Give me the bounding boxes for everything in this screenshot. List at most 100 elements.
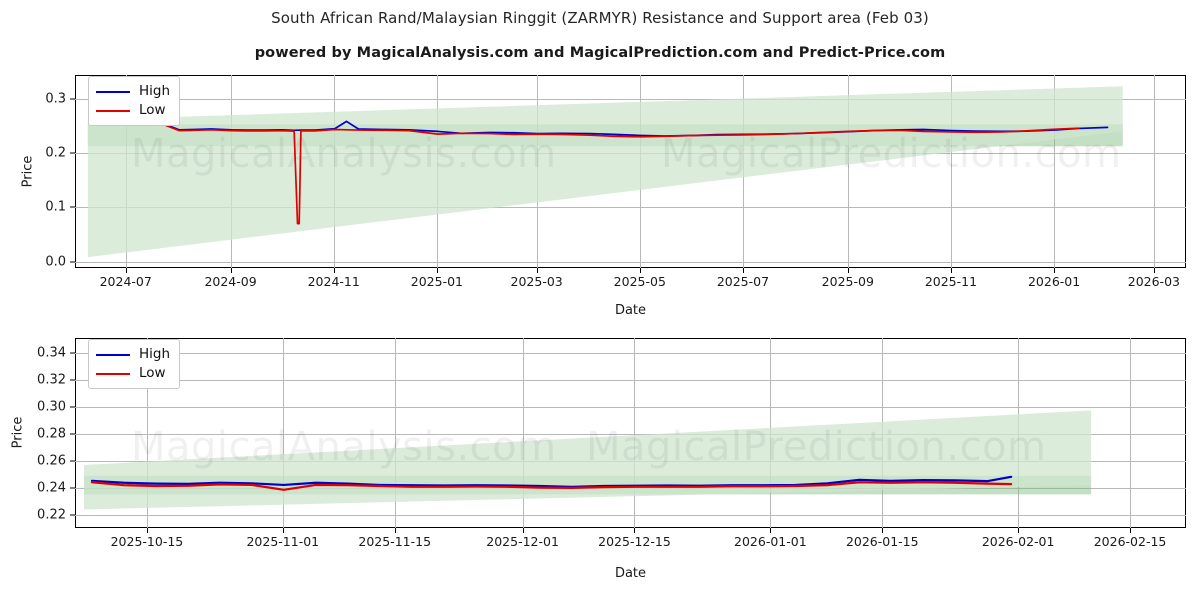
legend-label-high-zoom: High [139,345,171,362]
zoom-legend[interactable]: High Low [88,339,181,389]
overview-x-axis-label: Date [614,303,647,318]
y-tick-mark [70,460,75,462]
x-tick-label: 2026-01-01 [734,534,807,549]
legend-label-low-zoom: Low [139,364,166,381]
gridline-horizontal [75,99,1186,101]
y-tick-mark [70,352,75,354]
x-tick-mark [394,528,396,533]
y-tick-mark [70,261,75,262]
x-tick-mark [1130,528,1132,533]
zoom-plot-area: MagicalAnalysis.com MagicalPrediction.co… [75,338,1186,528]
zoom-x-axis-label: Date [614,566,647,581]
x-tick-mark [882,528,884,533]
legend-item-high[interactable]: High [96,82,170,101]
overview-legend[interactable]: High Low [88,76,181,126]
zoom-series-layer [90,475,1013,491]
x-tick-label: 2024-09 [204,274,257,289]
legend-item-low[interactable]: Low [96,101,170,120]
y-tick-mark [70,98,75,100]
y-tick-mark [70,152,75,154]
x-tick-mark [1054,268,1056,273]
x-tick-label: 2025-12-15 [598,534,671,549]
gridline-vertical [634,338,636,528]
x-tick-label: 2024-11 [307,274,360,289]
legend-line-low-icon [96,372,130,375]
legend-item-high-zoom[interactable]: High [96,345,170,364]
x-tick-mark [770,528,772,533]
overview-chart-panel: MagicalAnalysis.com MagicalPrediction.co… [45,75,1186,289]
x-tick-label: 2025-07 [716,274,770,289]
x-tick-mark [282,528,284,533]
series-line-high [90,475,1013,488]
gridline-vertical [146,338,148,528]
gridline-horizontal [75,407,1186,409]
overview-y-axis-label: Price [20,155,36,188]
y-tick-label: 0.28 [37,426,66,442]
series-line-low [90,120,1080,225]
y-tick-mark [70,379,75,381]
x-tick-mark [639,268,641,273]
x-tick-mark [1018,528,1020,533]
x-tick-mark [522,528,524,533]
gridline-vertical [1054,75,1056,268]
zoom-y-axis-label: Price [10,416,26,449]
overview-series-layer [90,119,1109,225]
legend-label-high: High [139,82,171,99]
y-tick-label: 0.30 [37,399,66,415]
gridline-vertical [950,75,952,268]
x-tick-mark [847,268,849,273]
y-tick-label: 0.22 [37,507,66,523]
y-tick-label: 0.26 [37,453,66,469]
gridline-horizontal [75,515,1186,517]
y-tick-mark [70,406,75,408]
x-tick-mark [536,268,538,273]
y-tick-label: 0.1 [45,199,66,215]
x-tick-label: 2025-11-01 [246,534,320,549]
x-tick-mark [146,528,148,533]
x-tick-mark [634,528,636,533]
x-tick-mark [333,268,335,273]
gridline-horizontal [75,380,1186,382]
x-tick-mark [1153,268,1155,273]
y-tick-mark [70,487,75,489]
x-tick-label: 2025-05 [613,274,666,289]
x-tick-mark [125,268,127,273]
series-line-high [90,119,1109,137]
x-tick-label: 2026-03 [1127,274,1180,289]
y-tick-mark [70,206,75,208]
y-tick-label: 0.2 [45,145,66,161]
y-tick-label: 0.32 [37,372,66,388]
x-tick-label: 2026-01 [1027,274,1081,289]
x-tick-label: 2026-01-15 [845,534,919,549]
x-tick-label: 2025-12-01 [486,534,559,549]
x-tick-label: 2025-09 [821,274,874,289]
legend-line-high-icon [96,90,130,93]
gridline-horizontal [75,353,1186,355]
x-tick-label: 2024-07 [99,274,152,289]
overview-plot-area: MagicalAnalysis.com MagicalPrediction.co… [75,75,1186,268]
y-tick-label: 0.0 [45,254,66,269]
x-tick-label: 2025-01 [410,274,463,289]
y-tick-label: 0.34 [37,345,66,361]
legend-line-high-icon [96,353,130,356]
gridline-vertical [847,75,849,268]
x-tick-mark [950,268,952,273]
legend-item-low-zoom[interactable]: Low [96,364,170,383]
x-tick-label: 2025-03 [510,274,563,289]
x-tick-label: 2025-11 [924,274,978,289]
x-tick-label: 2025-11-15 [358,534,432,549]
gridline-horizontal [75,434,1186,436]
y-tick-label: 0.24 [37,480,66,496]
legend-line-low-icon [96,109,130,112]
series-line-low [90,481,1013,491]
x-tick-mark [742,268,744,273]
y-tick-label: 0.3 [45,91,66,107]
y-tick-mark [70,433,75,435]
gridline-vertical [1130,338,1132,528]
x-tick-label: 2026-02-01 [981,534,1055,549]
x-tick-mark [230,268,232,273]
x-tick-label: 2025-10-15 [110,534,184,549]
gridline-horizontal [75,207,1186,209]
gridline-vertical [394,338,396,528]
